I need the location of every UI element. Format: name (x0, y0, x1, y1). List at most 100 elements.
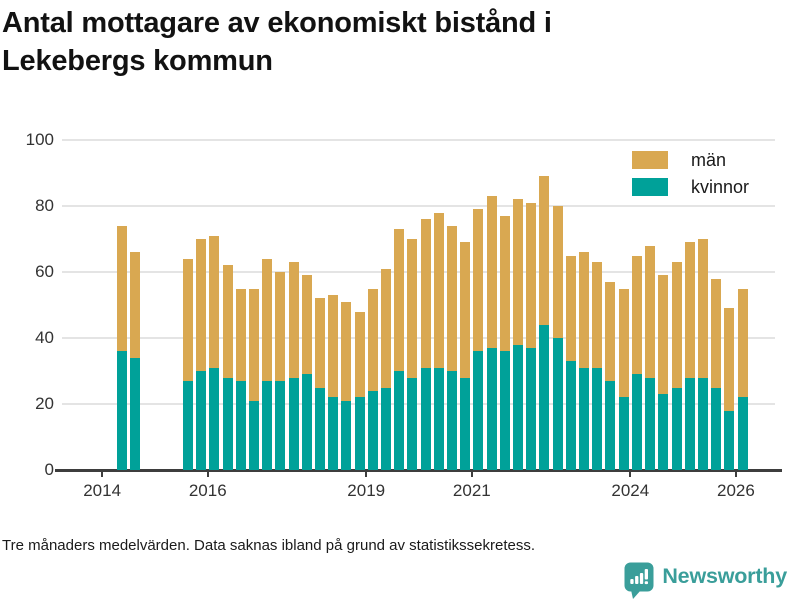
bar-men-segment (262, 258, 273, 381)
bar-men-segment (605, 281, 616, 381)
bar-men-segment (645, 245, 656, 378)
plot-area (55, 139, 782, 477)
bar-men-segment (196, 239, 207, 371)
bar-men-segment (433, 212, 444, 368)
x-axis-label: 2024 (611, 481, 650, 500)
bar-women-segment (420, 367, 431, 470)
bar-men-segment (552, 206, 563, 338)
bar-women-segment (130, 357, 141, 470)
bar-men-segment (737, 288, 748, 398)
bar-women-segment (407, 377, 418, 470)
bar-men-segment (499, 215, 510, 352)
bar-women-segment (222, 377, 233, 470)
bar-men-segment (592, 262, 603, 368)
gridline (62, 337, 775, 339)
bar-men-segment (248, 288, 259, 401)
bar-men-segment (394, 229, 405, 371)
bar-men-segment (513, 199, 524, 345)
x-tick-mark (629, 471, 632, 477)
legend-item-men: män (632, 150, 749, 170)
bar-women-segment (315, 387, 325, 470)
x-tick-mark (206, 471, 209, 477)
bar-women-segment (460, 377, 471, 470)
bar-women-segment (394, 371, 405, 470)
gridline (62, 139, 775, 141)
bar-men-segment (275, 272, 286, 381)
bar-men-segment (367, 288, 378, 391)
bar-men-segment (724, 308, 735, 411)
bar-men-segment (235, 288, 246, 381)
bar-women-segment (341, 400, 352, 470)
bar-women-segment (671, 387, 682, 470)
bar-men-segment (381, 268, 392, 388)
bar-women-segment (539, 324, 550, 470)
bar-men-segment (288, 262, 299, 378)
y-axis-label: 20 (35, 394, 54, 413)
x-axis-label: 2026 (716, 481, 755, 500)
legend-label-men: män (691, 149, 727, 170)
bar-men-segment (631, 255, 642, 375)
bar-women-segment (631, 374, 642, 470)
bar-women-segment (196, 371, 207, 470)
bar-women-segment (697, 377, 708, 470)
legend-label-women: kvinnor (691, 176, 750, 197)
legend: män kvinnor (632, 150, 749, 204)
bar-women-segment (235, 380, 246, 470)
bar-men-segment (539, 176, 550, 325)
x-tick-mark (365, 471, 368, 477)
y-axis-label: 100 (25, 130, 54, 149)
bar-women-segment (526, 347, 537, 470)
bar-women-segment (182, 380, 193, 470)
bar-women-segment (592, 367, 603, 470)
bar-women-segment (499, 351, 510, 470)
bar-men-segment (565, 255, 576, 362)
bar-women-segment (645, 377, 656, 470)
gridline (62, 205, 775, 207)
bar-men-segment (618, 288, 629, 398)
bar-men-segment (671, 262, 682, 388)
bar-men-segment (209, 235, 220, 368)
bar-men-segment (315, 298, 325, 388)
newsworthy-wordmark: Newsworthy (662, 564, 787, 588)
bar-women-segment (248, 400, 259, 470)
bar-men-segment (526, 202, 537, 348)
bar-women-segment (354, 397, 365, 470)
page-title-line1: Antal mottagare av ekonomiskt bistånd i (2, 7, 552, 39)
y-axis-label: 0 (44, 460, 54, 479)
newsworthy-logo[interactable]: Newsworthy (624, 562, 787, 599)
x-axis-label: 2021 (452, 481, 491, 500)
gridline (62, 271, 775, 273)
bar-men-segment (447, 225, 458, 371)
legend-item-women: kvinnor (632, 177, 749, 197)
x-tick-mark (470, 471, 473, 477)
bar-women-segment (209, 367, 220, 470)
bar-men-segment (407, 239, 418, 378)
bar-women-segment (552, 338, 563, 470)
bar-men-segment (420, 219, 431, 368)
bar-women-segment (658, 394, 669, 470)
bar-women-segment (684, 377, 695, 470)
y-axis-label: 40 (35, 328, 54, 347)
page-title-line2: Lekebergs kommun (2, 45, 273, 77)
y-axis-label: 80 (35, 196, 54, 215)
x-axis-label: 2014 (83, 481, 122, 500)
bar-women-segment (116, 351, 127, 470)
bar-men-segment (658, 275, 669, 395)
bar-women-segment (288, 377, 299, 470)
bar-women-segment (711, 387, 722, 470)
bar-men-segment (486, 196, 497, 348)
bar-men-segment (130, 252, 141, 358)
bar-men-segment (711, 278, 722, 388)
x-axis-line (55, 469, 782, 472)
bar-men-segment (222, 265, 233, 378)
x-axis-label: 2016 (188, 481, 227, 500)
x-axis-label: 2019 (347, 481, 386, 500)
x-tick-mark (101, 471, 104, 477)
footer-note: Tre månaders medelvärden. Data saknas ib… (2, 537, 536, 554)
page-title: Antal mottagare av ekonomiskt bistånd i … (2, 4, 762, 80)
x-tick-mark (734, 471, 737, 477)
bar-women-segment (579, 367, 590, 470)
newsworthy-icon (624, 562, 655, 605)
